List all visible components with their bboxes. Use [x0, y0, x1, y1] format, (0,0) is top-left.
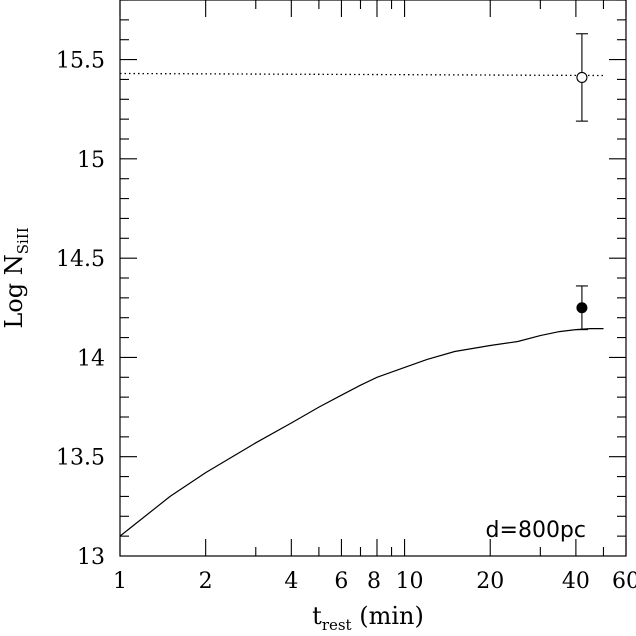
y-tick-label: 13.5: [56, 446, 105, 471]
y-tick-label: 13: [77, 545, 105, 570]
data-points: [575, 33, 588, 331]
x-tick-label: 6: [334, 569, 348, 594]
y-axis-label-sub: SiII: [14, 227, 32, 254]
annotation-distance: d=800pc: [486, 518, 586, 543]
x-tick-label: 1: [113, 569, 127, 594]
filled-circle-point: [576, 302, 588, 314]
series-group: [119, 72, 604, 537]
tick-labels: 1 2 4 6 8 10 20 40 60 13 13.5 14 14.5 15 15.5: [56, 49, 636, 594]
y-tick-label: 15.5: [56, 49, 105, 74]
x-axis-label-units: (min): [352, 602, 424, 630]
y-tick-label: 14.5: [56, 247, 105, 272]
x-tick-label: 2: [199, 569, 213, 594]
y-axis-label-main: Log N: [0, 254, 28, 328]
x-tick-label: 8: [367, 569, 381, 594]
y-tick-label: 15: [77, 148, 105, 173]
x-tick-label: 4: [284, 569, 298, 594]
x-axis-label-main: t: [312, 602, 322, 630]
x-tick-label: 20: [476, 569, 504, 594]
solid-series-line: [119, 328, 604, 537]
axis-ticks: [119, 0, 627, 557]
y-axis-label: Log NSiII: [0, 227, 32, 328]
x-tick-label: 40: [562, 569, 590, 594]
y-tick-label: 14: [77, 346, 105, 371]
x-axis-label-sub: rest: [322, 616, 352, 634]
dotted-series-line: [119, 72, 604, 77]
x-tick-label: 60: [612, 569, 636, 594]
x-axis-label: trest (min): [312, 602, 424, 634]
open-circle-point: [576, 71, 588, 83]
x-tick-label: 10: [396, 569, 424, 594]
plot-frame: [119, 0, 627, 557]
